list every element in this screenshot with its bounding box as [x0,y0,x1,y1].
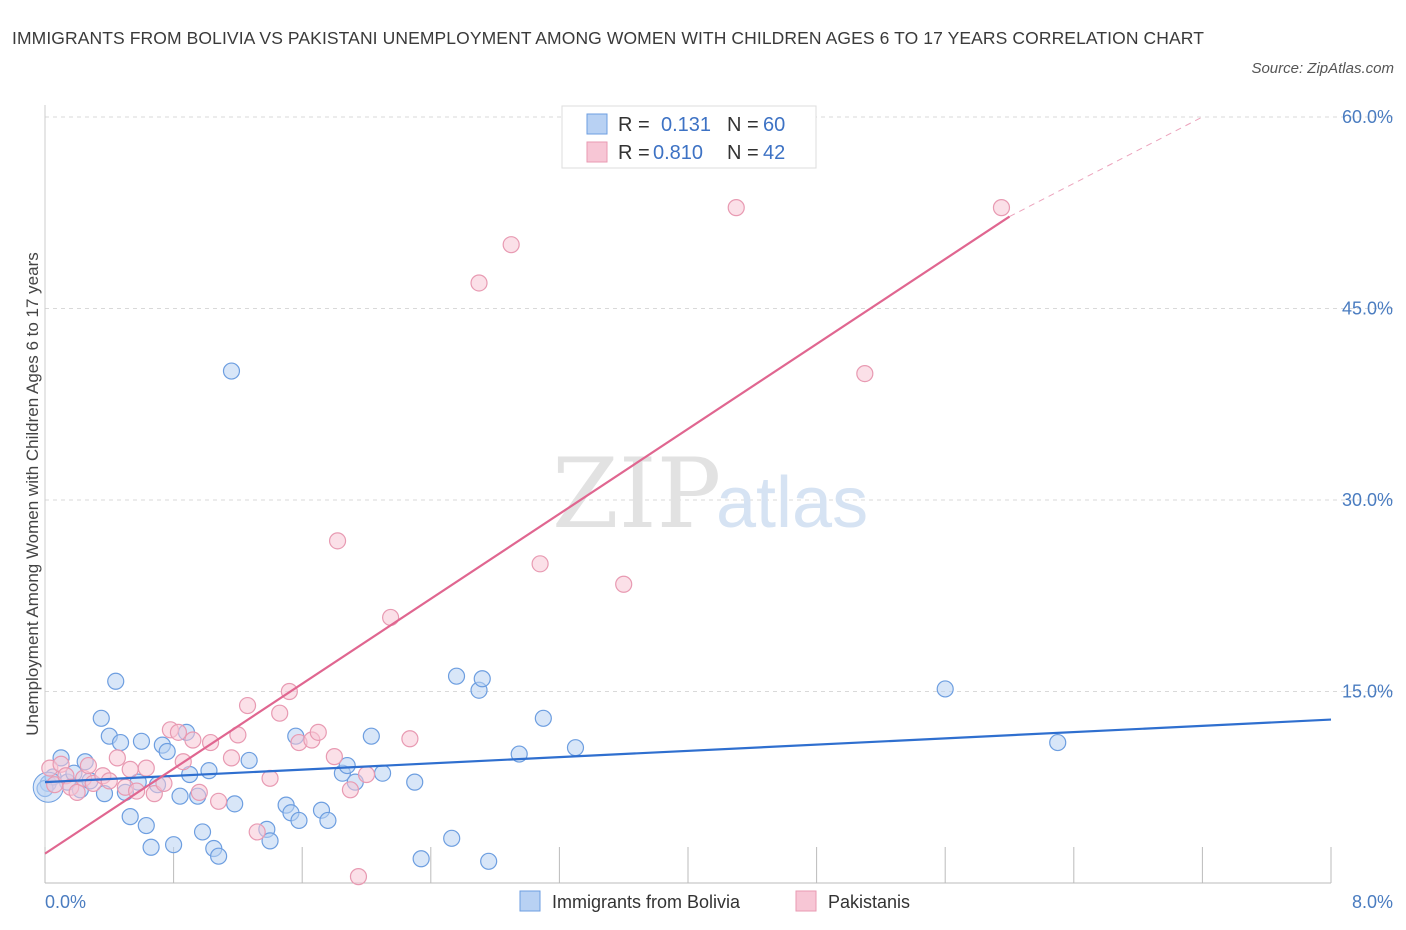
legend-n-label-bolivia: N = [727,114,759,136]
bolivia-point-27 [193,823,212,841]
legend-n-label-pakistan: N = [727,142,759,164]
bolivia-point-57 [936,680,954,698]
bolivia-point-50 [447,667,466,685]
bolivia-point-28 [200,762,218,780]
pakistan-point-36 [328,532,347,550]
gridlines [45,116,1393,692]
x-axis-ticks [44,847,1332,883]
bolivia-point-58 [1049,733,1067,752]
legend-r-value-bolivia: 0.131 [661,114,711,136]
pakistan-point-43 [502,236,520,254]
bolivia-point-18 [142,838,160,856]
pakistan-point-37 [341,781,360,799]
bolivia-point-52 [473,670,491,688]
bolivia-point-30 [210,847,228,865]
chart-source: Source: ZipAtlas.com [1251,60,1394,77]
series-legend-swatch-bolivia [519,890,541,912]
trend-line-bolivia [44,718,1332,784]
bolivia-point-55 [534,709,552,727]
bolivia-point-39 [290,811,308,830]
bolivia-point-12 [111,733,130,752]
pakistan-point-22 [190,783,208,801]
trend-line-pakistan-extension [1009,116,1203,218]
pakistan-point-44 [531,555,549,573]
y-tick-label-1: 30.0% [1342,490,1393,510]
y-tick-label-3: 60.0% [1342,107,1393,127]
watermark: ZIP atlas [552,438,868,550]
pakistan-point-39 [357,765,376,784]
pakistan-point-41 [401,730,419,748]
bolivia-point-22 [165,836,183,854]
pakistan-point-10 [100,772,118,790]
bolivia-point-11 [107,672,125,690]
series-legend-label-bolivia: Immigrants from Bolivia [552,892,741,912]
series-legend-label-pakistan: Pakistanis [828,892,910,912]
pakistan-point-7 [79,756,98,775]
watermark-atlas: atlas [716,463,868,543]
pakistan-point-21 [184,731,202,749]
trend-line-pakistan [44,215,1011,855]
bolivia-point-49 [443,829,461,847]
y-tick-label-0: 15.0% [1342,682,1393,702]
legend-n-value-bolivia: 60 [763,114,785,136]
legend-n-value-pakistan: 42 [763,142,785,164]
pakistan-point-30 [271,704,289,722]
bolivia-point-8 [92,709,110,727]
legend-swatch-bolivia [586,113,608,135]
pakistan-point-38 [349,868,368,886]
bolivia-point-32 [226,795,244,813]
bolivia-point-33 [240,751,258,770]
pakistan-point-35 [325,748,343,766]
bolivia-point-31 [222,362,241,380]
y-tick-label-2: 45.0% [1342,299,1393,319]
y-axis-label: Unemployment Among Women with Children A… [23,252,42,736]
bolivia-point-35 [261,832,279,850]
pakistan-point-27 [238,696,257,715]
pakistan-point-40 [382,608,400,627]
x-tick-label-min: 0.0% [45,892,86,912]
pakistan-point-42 [470,274,488,292]
bolivia-point-41 [319,811,337,830]
pakistan-point-29 [261,769,279,787]
legend-r-value-pakistan: 0.810 [653,142,703,164]
trend-lines [44,116,1332,855]
bolivia-point-21 [158,742,176,761]
series-legend-swatch-pakistan [795,890,817,912]
bolivia-point-43 [338,756,356,775]
pakistan-point-11 [108,749,126,767]
pakistan-point-5 [68,783,86,801]
pakistan-point-45 [615,575,633,593]
legend-swatch-pakistan [586,141,608,163]
bolivia-point-47 [406,773,424,791]
pakistan-point-24 [210,792,228,810]
bolivia-point-56 [566,739,585,757]
pakistan-point-48 [992,199,1011,217]
x-tick-label-max: 8.0% [1352,892,1393,912]
pakistan-point-47 [856,365,874,383]
y-tick-labels: 15.0% 30.0% 45.0% 60.0% [1342,107,1393,702]
series-legend: Immigrants from Bolivia Pakistanis [519,890,910,912]
stats-legend: R = 0.131 N = 60 R = 0.810 N = 42 [561,105,817,169]
pakistan-point-28 [248,823,266,841]
bolivia-point-14 [121,808,139,826]
legend-r-label-pakistan: R = [618,142,650,164]
bolivia-point-17 [137,816,155,835]
pakistan-point-15 [137,759,155,777]
pakistan-point-34 [309,723,327,741]
series-bolivia-points [32,362,1067,870]
chart-title: IMMIGRANTS FROM BOLIVIA VS PAKISTANI UNE… [12,28,1205,48]
pakistan-point-46 [727,199,745,217]
pakistan-point-19 [169,723,188,741]
bolivia-point-48 [412,850,430,868]
legend-r-label-bolivia: R = [618,114,650,136]
bolivia-point-23 [171,787,189,805]
bolivia-point-46 [373,764,392,782]
bolivia-point-45 [362,727,380,745]
watermark-zip: ZIP [552,438,721,550]
bolivia-point-16 [132,732,151,750]
bolivia-point-53 [480,852,498,870]
pakistan-point-13 [121,760,139,778]
pakistan-point-25 [222,749,241,767]
